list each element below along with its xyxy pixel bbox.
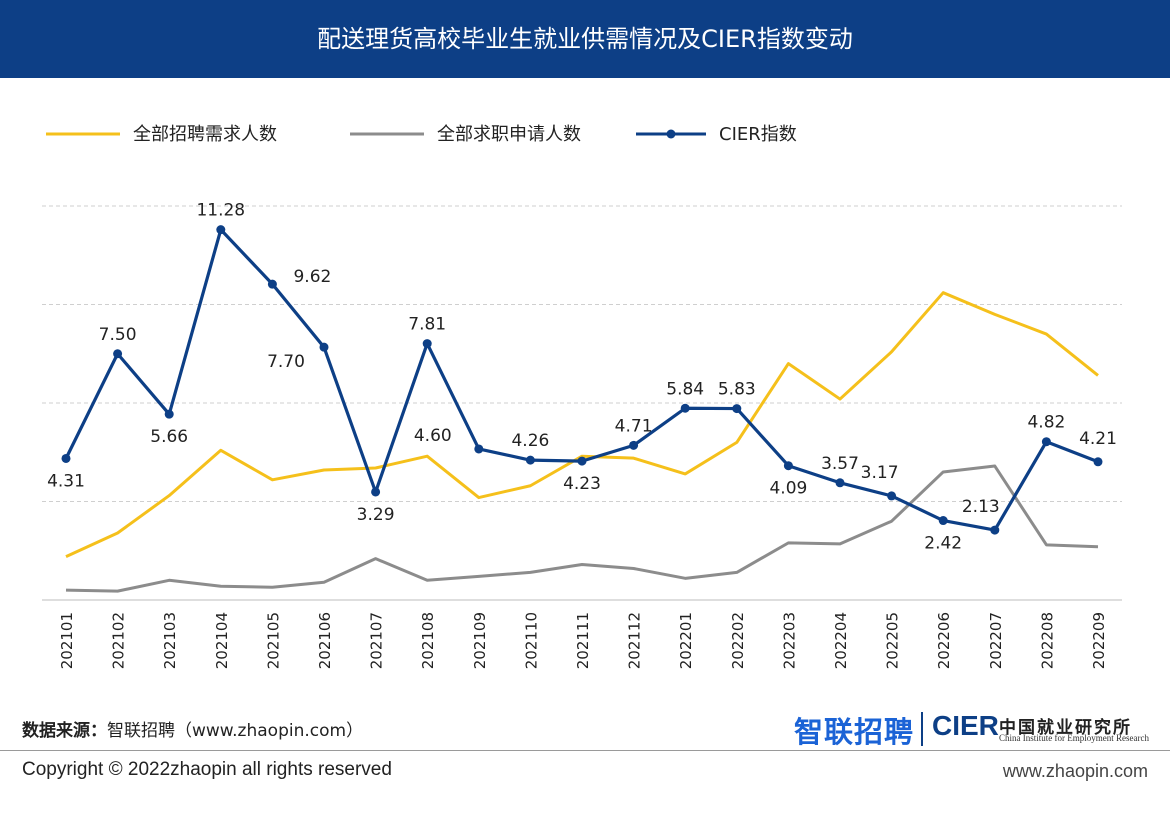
cier-data-label: 7.70 <box>267 352 305 372</box>
x-tick-label: 202107 <box>368 612 386 669</box>
legend-label: CIER指数 <box>719 124 797 145</box>
cier-data-label: 9.62 <box>293 267 331 287</box>
zhilian-logo: 智联招聘 <box>794 715 915 749</box>
cier-point <box>1041 437 1051 447</box>
cier-data-label: 5.83 <box>718 380 756 400</box>
cier-data-label: 4.21 <box>1079 429 1117 449</box>
x-tick-label: 202206 <box>935 612 953 669</box>
cier-point <box>113 349 123 359</box>
cier-point <box>732 404 742 414</box>
x-tick-label: 202102 <box>110 612 128 669</box>
x-tick-label: 202104 <box>213 612 231 669</box>
x-tick-label: 202202 <box>729 612 747 669</box>
cier-data-label: 4.23 <box>563 474 601 494</box>
x-tick-label: 202106 <box>316 612 334 669</box>
x-tick-label: 202109 <box>471 612 489 669</box>
legend-label: 全部求职申请人数 <box>437 124 581 145</box>
cier-data-label: 2.13 <box>962 497 1000 517</box>
x-tick-label: 202208 <box>1038 612 1056 669</box>
cier-data-label: 4.71 <box>615 416 653 436</box>
cier-point <box>680 403 690 413</box>
cier-point <box>629 440 639 450</box>
cier-data-label: 4.09 <box>769 479 807 499</box>
cier-data-label: 7.81 <box>408 315 446 335</box>
x-tick-label: 202110 <box>522 612 540 669</box>
data-source: 数据来源：智联招聘（www.zhaopin.com） <box>22 716 363 741</box>
cier-point <box>267 279 277 289</box>
x-tick-label: 202103 <box>161 612 179 669</box>
cier-data-label: 5.66 <box>150 427 188 447</box>
cier-point <box>164 409 174 419</box>
cier-point <box>990 525 1000 535</box>
cier-data-label: 4.60 <box>414 426 452 446</box>
cier-logo-chinese-name: 中国就业研究所 <box>999 718 1132 738</box>
chart-title: 配送理货高校毕业生就业供需情况及CIER指数变动 <box>317 25 853 53</box>
x-tick-label: 202105 <box>264 612 282 669</box>
cier-point <box>938 516 948 526</box>
legend-marker <box>666 129 676 139</box>
cier-logo: CIER <box>932 710 999 741</box>
x-tick-label: 202108 <box>419 612 437 669</box>
cier-point <box>577 456 587 466</box>
x-tick-label: 202204 <box>832 612 850 669</box>
cier-data-label: 3.17 <box>861 463 899 483</box>
x-tick-label: 202101 <box>58 612 76 669</box>
cier-data-label: 4.31 <box>47 471 85 491</box>
cier-point <box>783 461 793 471</box>
cier-point <box>371 487 381 497</box>
cier-point <box>835 478 845 488</box>
cier-point <box>525 455 535 465</box>
legend-label: 全部招聘需求人数 <box>133 124 277 145</box>
x-tick-label: 202112 <box>626 612 644 669</box>
x-tick-label: 202209 <box>1090 612 1108 669</box>
cier-data-label: 11.28 <box>196 201 245 221</box>
x-tick-label: 202207 <box>987 612 1005 669</box>
cier-data-label: 4.82 <box>1027 413 1065 433</box>
cier-logo-english-name: China Institute for Employment Research <box>999 733 1149 743</box>
series-line <box>65 291 1099 559</box>
cier-point <box>61 453 71 463</box>
cier-data-label: 2.42 <box>924 534 962 554</box>
cier-data-label: 3.29 <box>357 505 395 525</box>
website-link[interactable]: www.zhaopin.com <box>1002 761 1148 781</box>
series-line <box>65 464 1099 593</box>
cier-point <box>887 491 897 501</box>
cier-data-label: 7.50 <box>99 325 137 345</box>
cier-data-label: 3.57 <box>821 454 859 474</box>
cier-data-label: 5.84 <box>666 379 704 399</box>
data-source-label: 数据来源： <box>22 721 107 741</box>
data-source-value: 智联招聘（www.zhaopin.com） <box>107 721 364 741</box>
x-tick-label: 202205 <box>884 612 902 669</box>
x-tick-label: 202203 <box>780 612 798 669</box>
cier-point <box>216 225 226 235</box>
footer-divider <box>0 750 1170 751</box>
x-tick-label: 202111 <box>574 612 592 669</box>
cier-point <box>474 444 484 454</box>
copyright-text: Copyright © 2022zhaopin all rights reser… <box>22 759 392 780</box>
header-banner: 配送理货高校毕业生就业供需情况及CIER指数变动 <box>0 0 1170 78</box>
x-tick-label: 202201 <box>677 612 695 669</box>
logo-separator <box>921 712 923 746</box>
cier-point <box>422 339 432 349</box>
cier-point <box>319 342 329 352</box>
cier-data-label: 4.26 <box>511 431 549 451</box>
line-chart: 202101 202102 202103 202104 202105 202106 2021… <box>42 124 1122 669</box>
cier-point <box>1093 457 1103 467</box>
